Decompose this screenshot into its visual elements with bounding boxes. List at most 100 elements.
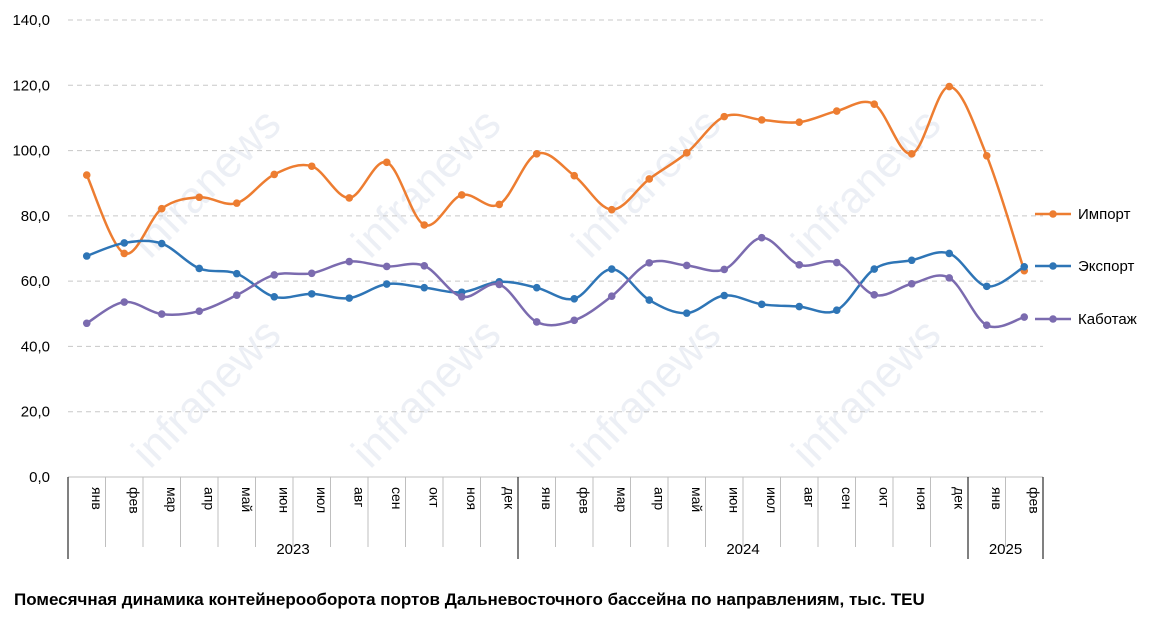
data-point <box>757 300 766 309</box>
watermark-text: infranews <box>782 99 950 267</box>
y-tick-label: 40,0 <box>21 338 50 355</box>
data-point <box>907 279 916 288</box>
data-point <box>532 150 541 158</box>
x-tick-label: дек <box>501 487 517 510</box>
x-tick-label: июн <box>726 487 742 513</box>
x-tick-label: мар <box>614 487 630 512</box>
x-axis: янв фев мар апр май июн июл авг сен окт ноя дек янв ф… <box>67 476 1044 559</box>
data-point <box>120 239 129 247</box>
y-axis: 0,0 20,0 40,0 60,0 80,0 100,0 120,0 140,0 <box>12 12 50 486</box>
x-tick-label: фев <box>126 487 142 514</box>
x-tick-label: мар <box>164 487 180 512</box>
data-point <box>720 291 729 300</box>
data-point <box>870 100 879 109</box>
legend-label: Экспорт <box>1078 258 1134 275</box>
data-point <box>532 318 541 326</box>
data-point <box>82 252 91 260</box>
data-point <box>682 149 691 157</box>
data-point <box>570 316 579 325</box>
watermark-text: infranews <box>562 99 730 267</box>
data-point <box>870 265 879 273</box>
x-tick-label: май <box>239 487 255 512</box>
data-point <box>607 265 616 273</box>
data-point <box>495 280 504 289</box>
data-point <box>945 274 954 282</box>
data-point <box>720 265 729 274</box>
x-tick-label: июл <box>764 487 780 513</box>
data-point <box>982 282 991 291</box>
data-point <box>382 262 391 271</box>
y-tick-label: 0,0 <box>29 469 50 486</box>
data-point <box>832 306 841 314</box>
legend-label: Импорт <box>1078 206 1131 223</box>
x-tick-label: апр <box>201 487 217 510</box>
data-point <box>907 256 916 265</box>
data-point <box>232 269 241 278</box>
x-tick-label: окт <box>876 487 892 508</box>
data-point <box>645 296 654 304</box>
data-point <box>832 107 841 115</box>
data-point <box>420 283 429 292</box>
data-point <box>157 310 166 318</box>
data-point <box>82 171 91 179</box>
x-tick-label: сен <box>839 487 855 510</box>
data-point <box>382 158 391 167</box>
watermark-text: infranews <box>782 309 950 477</box>
x-tick-label: май <box>689 487 705 512</box>
data-point <box>345 257 354 266</box>
x-tick-label: сен <box>389 487 405 510</box>
data-point <box>757 233 766 242</box>
y-tick-label: 120,0 <box>12 77 50 94</box>
data-point <box>832 258 841 267</box>
data-point <box>607 205 616 214</box>
data-point <box>420 262 429 270</box>
legend-swatch-marker <box>1049 315 1057 323</box>
data-point <box>532 283 541 292</box>
y-tick-label: 20,0 <box>21 404 50 421</box>
data-point <box>495 200 504 209</box>
series-layer <box>82 82 1029 330</box>
data-point <box>345 294 354 302</box>
data-point <box>570 294 579 303</box>
data-point <box>420 221 429 229</box>
data-point <box>195 264 204 273</box>
data-point <box>232 199 241 207</box>
x-tick-label: ноя <box>914 487 930 510</box>
data-point <box>682 261 691 270</box>
data-point <box>157 204 166 213</box>
data-point <box>795 261 804 269</box>
year-label: 2025 <box>989 541 1022 558</box>
x-tick-label: ноя <box>464 487 480 510</box>
data-point <box>1020 262 1029 271</box>
data-point <box>120 298 129 306</box>
data-point <box>645 175 654 183</box>
x-tick-label: апр <box>651 487 667 510</box>
data-point <box>382 280 391 288</box>
x-tick-label: авг <box>351 487 367 507</box>
data-point <box>757 116 766 124</box>
x-tick-label: янв <box>89 487 105 510</box>
data-point <box>795 118 804 126</box>
data-point <box>945 249 954 258</box>
data-point <box>457 293 466 301</box>
year-label: 2023 <box>276 541 309 558</box>
data-point <box>645 259 654 267</box>
data-point <box>607 292 616 300</box>
data-point <box>232 291 241 299</box>
legend-swatch-marker <box>1049 262 1057 270</box>
data-point <box>307 269 316 278</box>
series-line <box>86 236 1025 329</box>
data-point <box>307 162 316 171</box>
data-point <box>120 249 129 258</box>
x-tick-label: авг <box>801 487 817 507</box>
x-tick-label: июн <box>276 487 292 513</box>
data-point <box>157 239 166 248</box>
legend-swatch-marker <box>1049 210 1057 218</box>
x-tick-label: фев <box>1026 487 1042 514</box>
y-tick-label: 80,0 <box>21 208 50 225</box>
x-tick-label: фев <box>576 487 592 514</box>
x-tick-label: янв <box>539 487 555 510</box>
data-point <box>795 302 804 311</box>
data-point <box>307 290 316 298</box>
